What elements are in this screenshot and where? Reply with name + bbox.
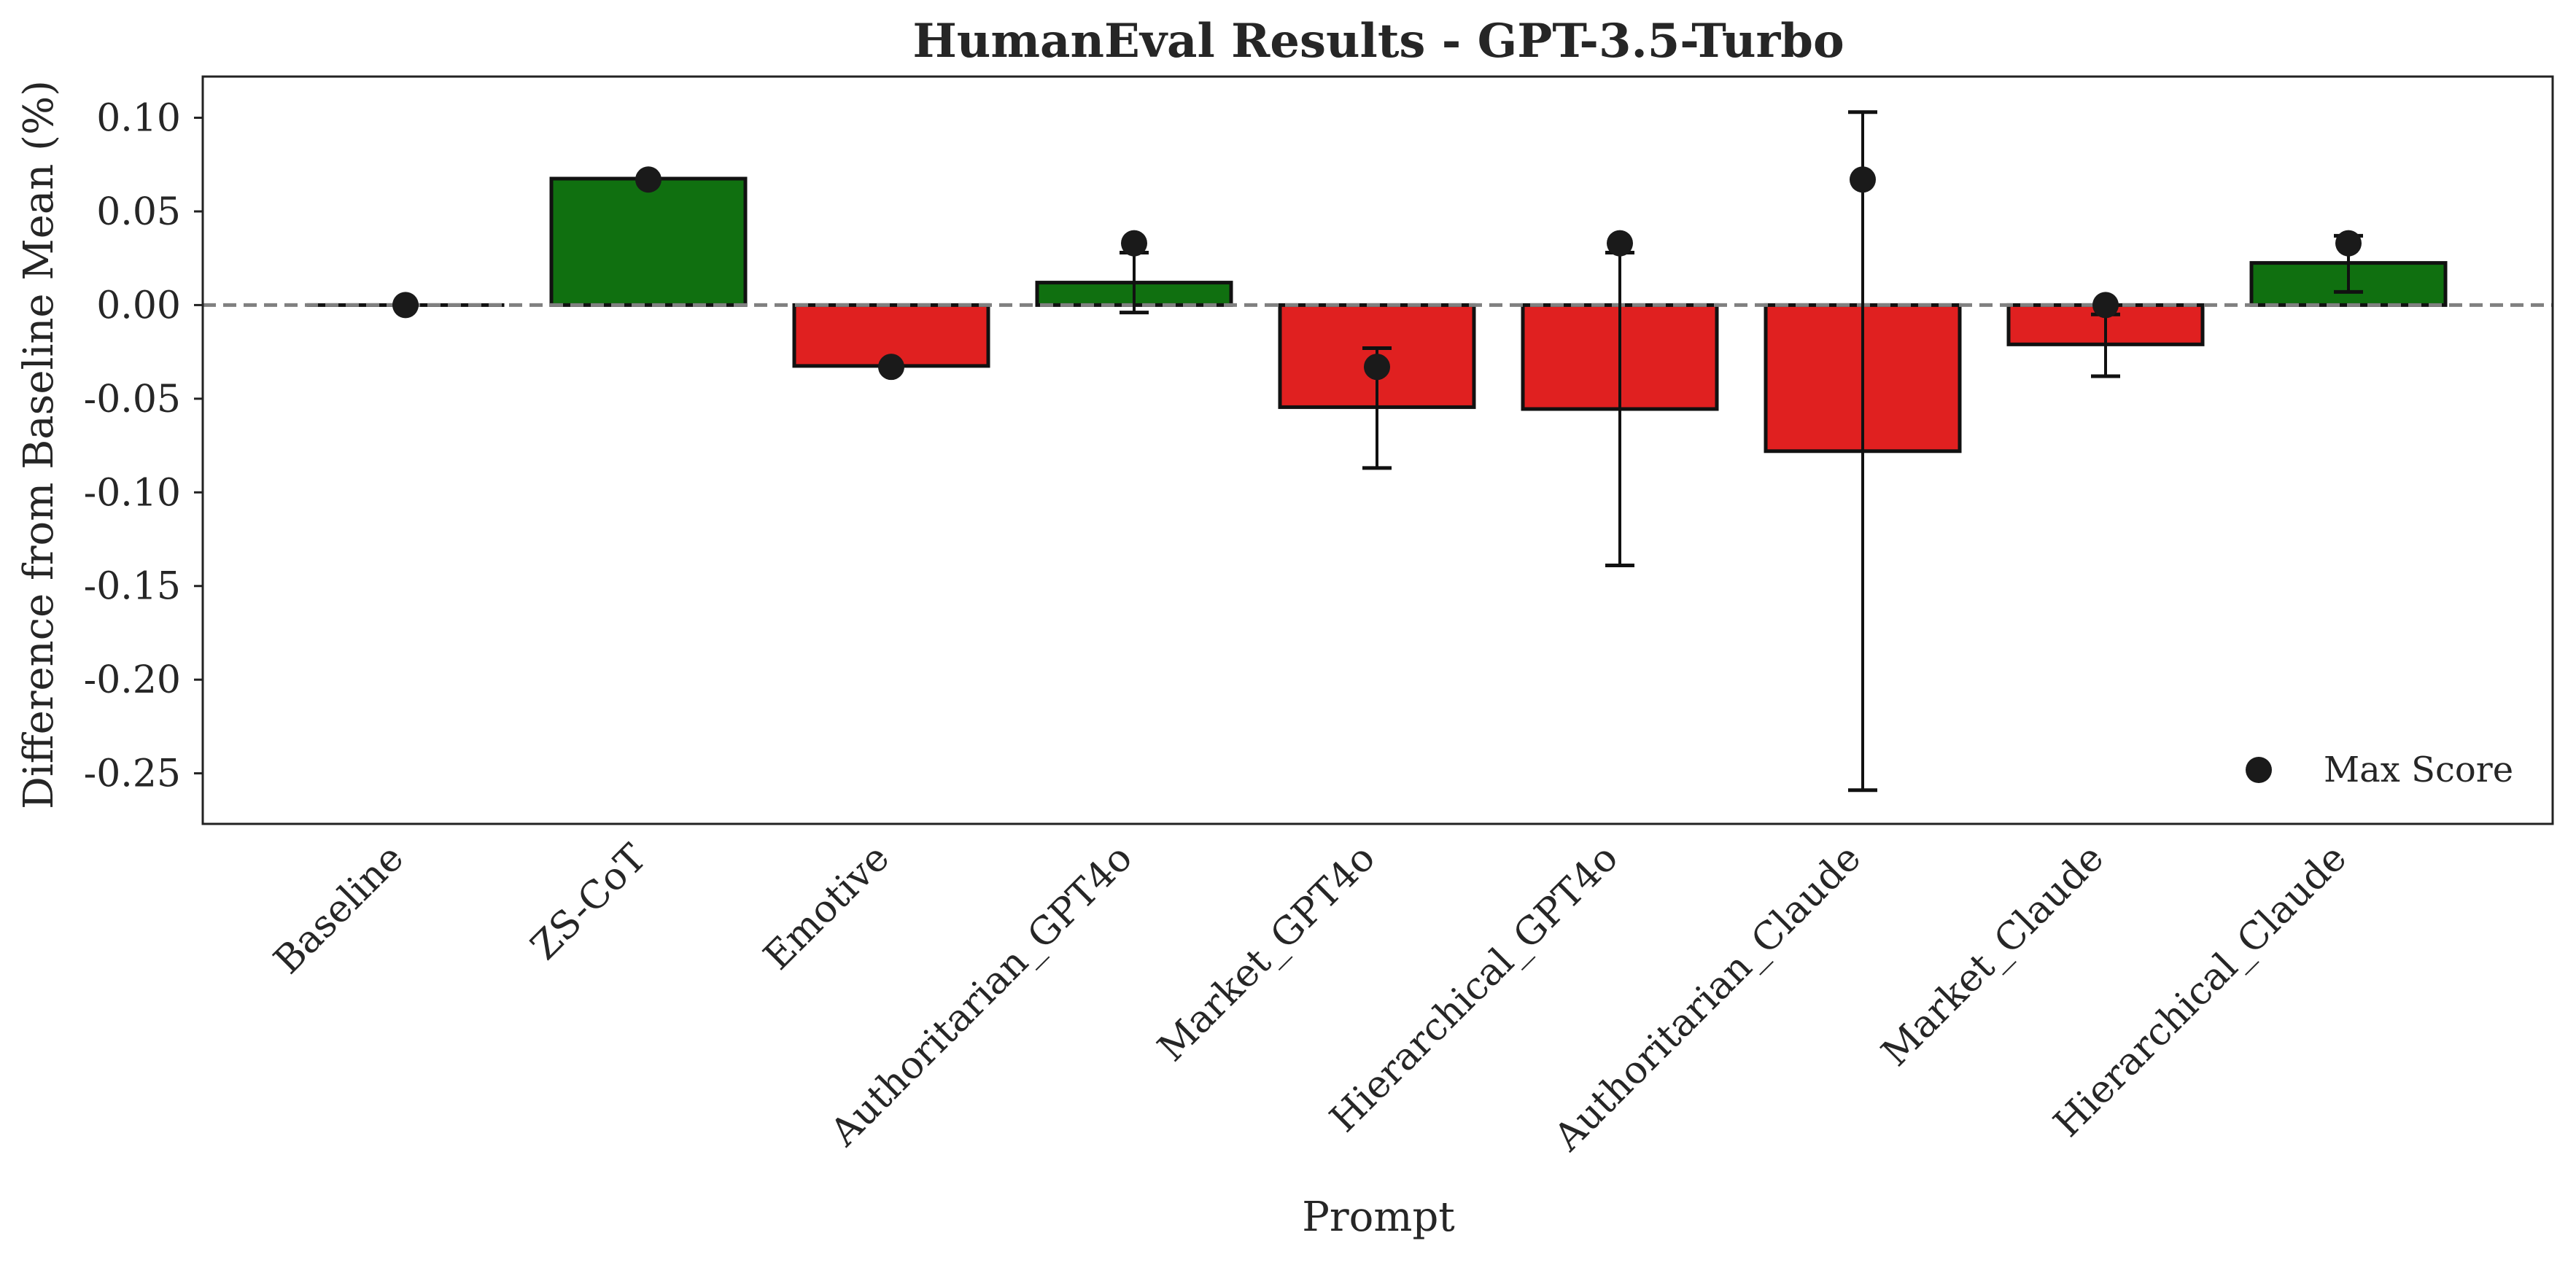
- x-tick-label: Market_Claude: [1874, 836, 2113, 1075]
- y-tick-label: -0.20: [84, 658, 181, 702]
- max-score-point: [1850, 166, 1876, 192]
- y-tick-label: -0.05: [84, 378, 181, 421]
- y-tick-label: -0.25: [84, 752, 181, 796]
- x-tick-label: Market_GPT4o: [1149, 836, 1384, 1070]
- plot-area: 0.10 0.05 0.00 -0.05 -0.10 -0.15 -0.20 -0.25 Bas…: [84, 97, 2553, 1160]
- y-tick-label: -0.10: [84, 471, 181, 515]
- x-tick-label: Emotive: [756, 836, 898, 978]
- max-score-point: [635, 166, 662, 192]
- y-tick-label: -0.15: [84, 565, 181, 609]
- legend-label: Max Score: [2324, 750, 2513, 790]
- y-tick-label: 0.00: [96, 284, 181, 327]
- max-score-point: [392, 292, 419, 318]
- x-tick-label: Baseline: [265, 836, 412, 983]
- x-axis-label: Prompt: [1302, 1194, 1455, 1241]
- legend: Max Score: [2246, 750, 2513, 790]
- y-tick-label: 0.10: [96, 97, 181, 141]
- max-score-point: [878, 354, 904, 380]
- legend-marker-icon: [2246, 757, 2272, 783]
- max-score-point: [1607, 230, 1633, 257]
- chart-title: HumanEval Results - GPT-3.5-Turbo: [912, 14, 1844, 69]
- y-tick-label: 0.05: [96, 190, 181, 234]
- max-score-point: [1121, 230, 1147, 257]
- x-tick-label: ZS-CoT: [522, 836, 655, 969]
- max-score-point: [2092, 292, 2119, 318]
- max-score-point: [1364, 354, 1390, 380]
- y-axis-label: Difference from Baseline Mean (%): [15, 80, 63, 809]
- max-score-point: [2335, 230, 2362, 257]
- bar-zs-cot: [551, 179, 745, 305]
